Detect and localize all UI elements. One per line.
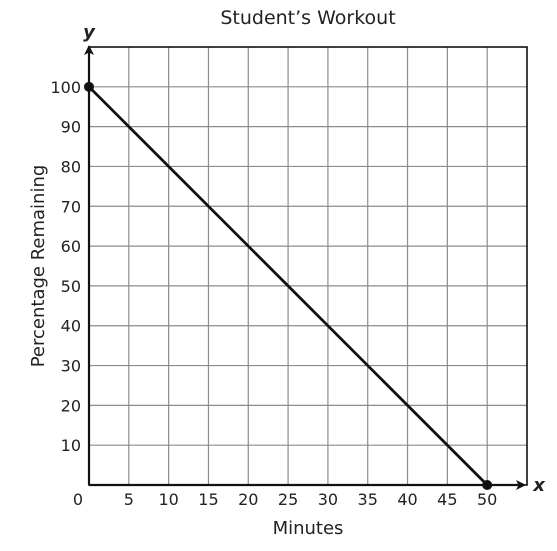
x-tick-label: 10 <box>158 490 178 509</box>
y-axis-label: Percentage Remaining <box>28 165 49 368</box>
y-tick-label: 20 <box>61 396 81 415</box>
y-tick-label: 80 <box>61 157 81 176</box>
series <box>84 81 493 490</box>
x-tick-label: 5 <box>124 490 134 509</box>
x-tick-label: 30 <box>318 490 338 509</box>
y-tick-labels: 10 20 30 40 50 60 70 80 90 100 <box>50 78 81 455</box>
x-tick-label: 25 <box>278 490 298 509</box>
data-point <box>84 81 94 92</box>
y-tick-label: 40 <box>61 317 81 336</box>
y-tick-label: 10 <box>61 436 81 455</box>
y-tick-label: 60 <box>61 237 81 256</box>
x-tick-label: 20 <box>238 490 258 509</box>
x-tick-label: 50 <box>477 490 497 509</box>
x-tick-label: 40 <box>397 490 417 509</box>
x-tick-label: 45 <box>437 490 457 509</box>
y-tick-label: 30 <box>61 357 81 376</box>
grid <box>89 47 527 485</box>
data-point <box>482 480 493 490</box>
x-tick-label: 35 <box>358 490 378 509</box>
x-tick-labels: 5 10 15 20 25 30 35 40 45 50 <box>124 490 498 509</box>
x-axis-letter: x <box>532 475 546 496</box>
y-tick-label: 50 <box>61 277 81 296</box>
y-axis-letter: y <box>83 22 96 43</box>
y-tick-label: 70 <box>61 197 81 216</box>
origin-label: 0 <box>73 490 83 509</box>
x-tick-label: 15 <box>198 490 218 509</box>
y-tick-label: 90 <box>61 118 81 137</box>
y-tick-label: 100 <box>50 78 81 97</box>
x-axis-label: Minutes <box>273 518 344 539</box>
plot-frame <box>88 46 528 486</box>
series-line <box>87 85 489 487</box>
chart-title: Student’s Workout <box>220 7 395 29</box>
